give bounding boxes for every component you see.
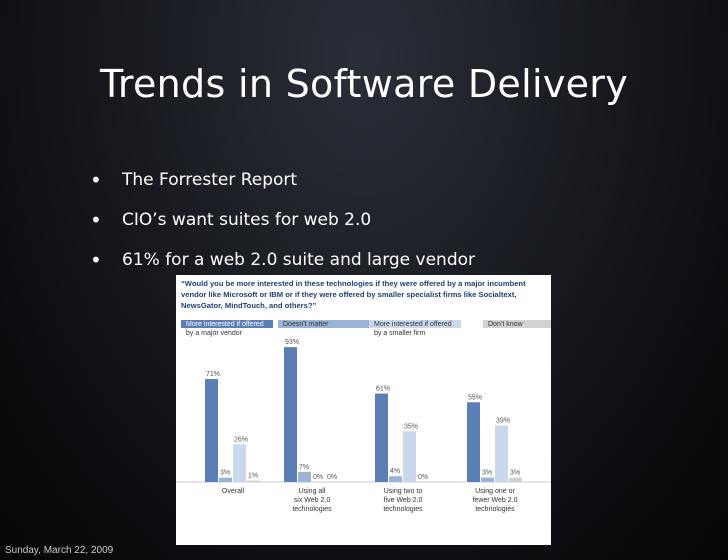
bar [205,379,218,482]
bar-value-label: 0% [418,474,428,481]
category-label: Overall [222,488,245,495]
bar-value-label: 7% [299,464,309,471]
bullet-dot-icon: • [90,168,102,192]
category-label: five Web 2.0 [384,497,423,504]
category-label: Using all [299,488,326,495]
bullet-text: CIO’s want suites for web 2.0 [122,210,372,230]
category-label: Using two to [384,488,423,495]
bar-value-label: 93% [285,339,299,346]
bar-value-label: 4% [390,468,400,475]
bar-value-label: 61% [376,386,390,393]
legend-label: by a smaller firm [374,330,426,337]
bar [233,444,246,482]
legend-label: Doesn’t matter [283,321,329,328]
bar [403,431,416,482]
legend-swatch [278,320,370,328]
chart-title-line: “Would you be more interested in these t… [181,279,526,288]
bar [389,476,402,482]
footer-date: Sunday, March 22, 2009 [5,545,114,556]
category-label: fewer Web 2.0 [472,497,517,504]
chart-title-line: vendor like Microsoft or IBM or if they … [181,290,517,299]
bar [375,393,388,482]
bar [481,477,494,482]
legend-swatch [483,320,551,328]
bar [495,425,508,482]
chart-panel: “Would you be more interested in these t… [176,275,551,545]
slide-title: Trends in Software Delivery [99,62,629,106]
bar-value-label: 3% [482,470,492,477]
bullet-item: • The Forrester Report [90,160,475,200]
bar-value-label: 0% [327,474,337,481]
bar-value-label: 71% [206,371,220,378]
bar-value-label: 1% [248,473,258,480]
bar [284,347,297,482]
legend-label: More interested if offered [374,321,452,328]
bar [298,471,311,482]
bullet-item: • CIO’s want suites for web 2.0 [90,200,475,240]
bar [467,402,480,482]
bar [509,477,522,482]
bar-chart: “Would you be more interested in these t… [176,279,551,513]
bullet-dot-icon: • [90,248,102,272]
legend-swatch [369,320,461,328]
bullet-dot-icon: • [90,208,102,232]
category-label: six Web 2.0 [294,497,331,504]
category-label: technologies [383,506,423,513]
bar-value-label: 39% [496,417,510,424]
bullet-item: • 61% for a web 2.0 suite and large vend… [90,240,475,280]
bullet-text: 61% for a web 2.0 suite and large vendor [122,250,476,270]
bullet-list: • The Forrester Report • CIO’s want suit… [90,160,475,280]
legend-swatch [181,320,273,328]
legend-label: More interested if offered [186,321,264,328]
category-label: Using one or [475,488,515,495]
chart-reflection [176,515,551,545]
bar [219,477,232,482]
chart-title-line: NewsGator, MindTouch, and others?” [181,301,316,310]
bullet-text: The Forrester Report [122,170,298,190]
bar-value-label: 0% [313,474,323,481]
category-label: technologies [292,506,332,513]
category-label: technologies [475,506,515,513]
bar-value-label: 3% [220,470,230,477]
legend-label: by a major vendor [186,330,243,337]
bar [247,480,260,482]
bar-value-label: 3% [510,470,520,477]
bar-value-label: 35% [404,423,418,430]
legend-label: Don’t know [488,321,524,328]
bar-value-label: 26% [234,436,248,443]
bar-value-label: 55% [468,394,482,401]
